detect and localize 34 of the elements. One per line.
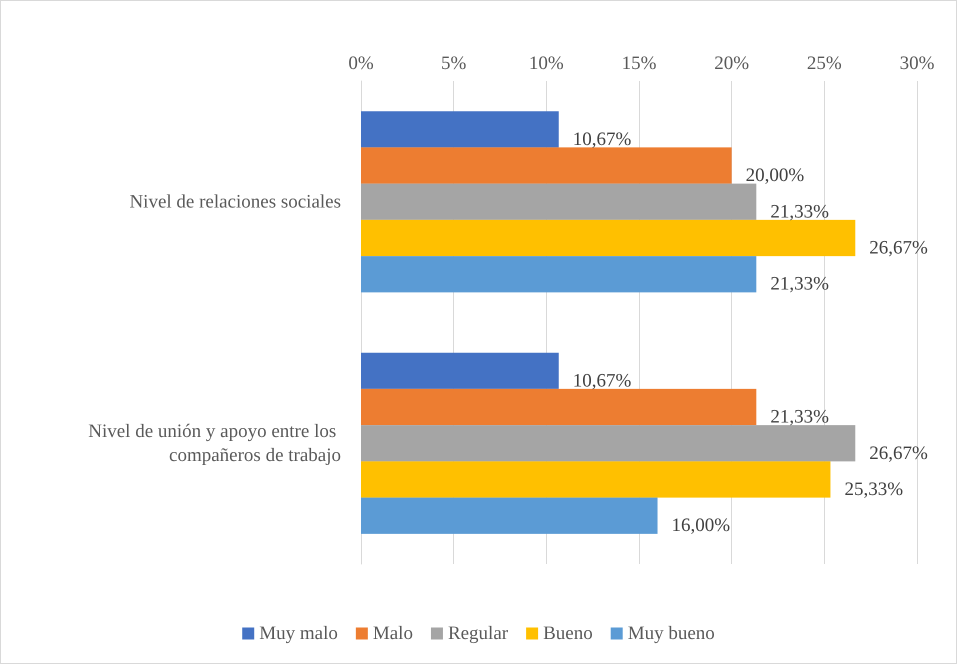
legend-label: Muy malo — [259, 623, 338, 644]
x-tick-label: 15% — [622, 53, 657, 74]
bar — [361, 388, 756, 426]
data-label: 21,33% — [770, 406, 830, 428]
legend-label: Regular — [448, 623, 509, 644]
bar — [361, 220, 856, 256]
data-label: 25,33% — [844, 478, 904, 500]
x-tick-label: 20% — [714, 53, 750, 74]
legend-label: Malo — [372, 623, 413, 644]
y-tick-label: Nivel de unión y apoyo entre los compañeros de trabajo — [88, 420, 341, 466]
bar — [361, 425, 856, 462]
bar — [361, 352, 559, 389]
bar — [361, 184, 756, 220]
legend-label: Muy bueno — [628, 623, 715, 644]
y-tick-label: Nivel de relaciones sociales — [129, 191, 341, 212]
bar — [361, 256, 756, 292]
data-label: 10,67% — [572, 128, 632, 150]
data-label: 21,33% — [770, 201, 830, 222]
data-label: 10,67% — [572, 370, 632, 392]
data-label: 26,67% — [869, 442, 928, 464]
x-tick-label: 5% — [441, 53, 467, 74]
x-tick-label: 30% — [900, 53, 935, 74]
legend-label: Bueno — [543, 623, 593, 644]
x-tick-label: 25% — [806, 53, 842, 74]
bar — [361, 461, 830, 498]
data-label: 16,00% — [672, 515, 730, 536]
x-tick-label: 10% — [528, 53, 564, 74]
data-label: 26,67% — [869, 237, 928, 258]
data-label: 20,00% — [746, 165, 804, 186]
data-label: 21,33% — [770, 274, 830, 295]
bar — [361, 111, 559, 148]
bar — [361, 498, 658, 534]
x-tick-label: 0% — [348, 53, 374, 74]
bar — [361, 147, 732, 184]
